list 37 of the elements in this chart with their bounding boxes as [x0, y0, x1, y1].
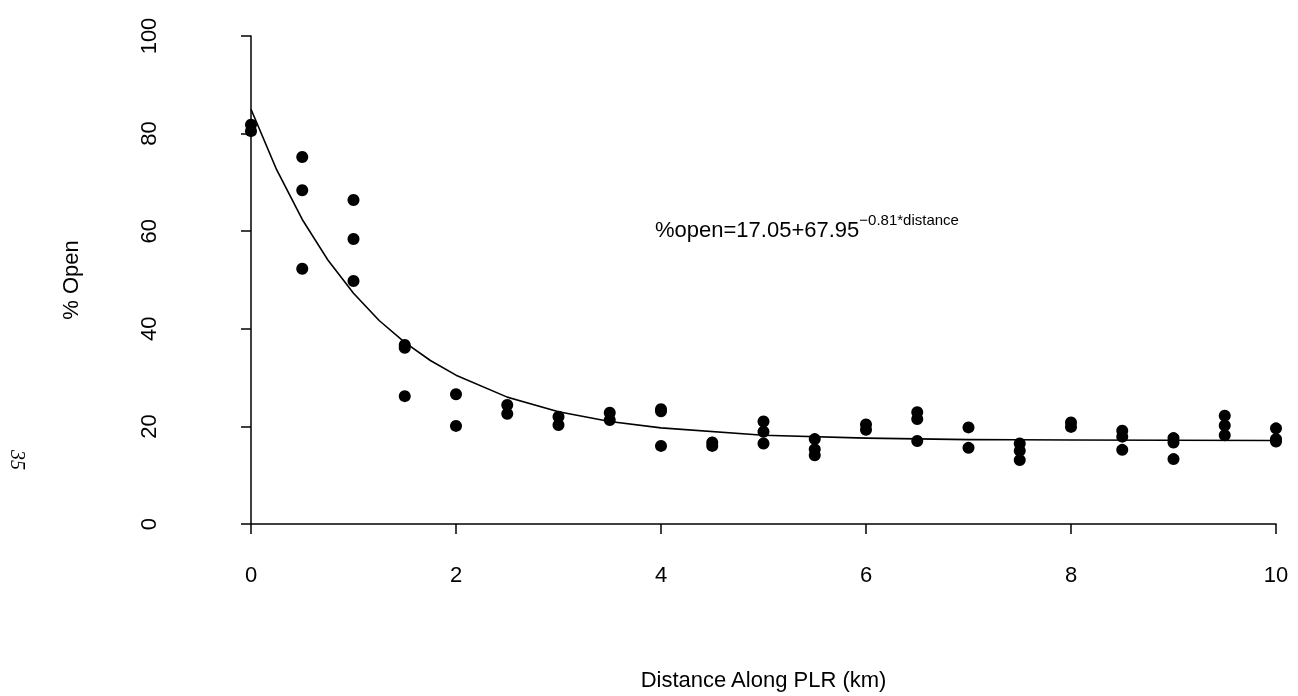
point: [962, 441, 975, 454]
x-tick-label: 2: [449, 561, 463, 587]
point: [296, 184, 309, 197]
point: [655, 439, 667, 452]
point: [450, 388, 462, 401]
text: 35: [7, 449, 29, 470]
x-tick-label: 10: [1263, 561, 1289, 587]
point: [757, 437, 770, 450]
point: [808, 433, 821, 446]
y-tick-label: 80: [135, 121, 161, 146]
point: [757, 425, 770, 438]
point: [296, 151, 309, 164]
x-tick-label: 8: [1064, 561, 1078, 587]
point: [347, 274, 360, 287]
x-tick-label: 6: [859, 561, 873, 587]
x-tick-label: 0: [244, 561, 258, 587]
point: [757, 415, 770, 428]
point: [1270, 422, 1282, 435]
x-tick-label: 4: [654, 561, 668, 587]
point: [1167, 453, 1180, 466]
y-tick-label: 100: [135, 17, 161, 55]
point: [1218, 429, 1231, 442]
y-tick-label: 60: [135, 218, 161, 244]
point: [347, 233, 360, 245]
y-tick-label: 40: [135, 316, 161, 342]
y-tick-label: 0: [135, 517, 161, 531]
point: [347, 193, 360, 206]
point: [1013, 454, 1026, 467]
y-tick-label: 20: [135, 414, 161, 439]
point: [398, 390, 411, 403]
y-axis-title: % Open: [57, 240, 83, 320]
point: [962, 421, 975, 434]
point: [296, 262, 309, 275]
x-axis-title: Distance Along PLR (km): [640, 666, 887, 692]
point: [1116, 443, 1129, 456]
point: [911, 435, 924, 448]
point: [450, 419, 462, 432]
